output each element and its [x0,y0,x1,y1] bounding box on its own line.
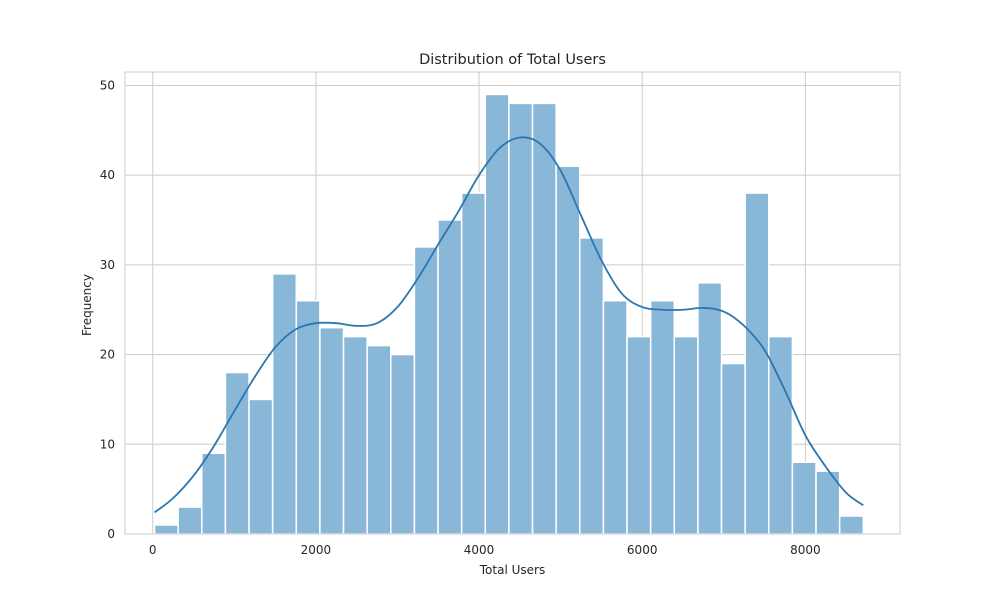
x-tick-label: 6000 [627,543,658,557]
y-tick-label: 20 [100,348,115,362]
histogram-bar [838,515,865,535]
histogram-bar [366,344,392,535]
histogram-bar [508,102,534,535]
histogram-bar [342,335,368,535]
plot-frame [124,71,901,535]
histogram-bar [224,371,250,535]
y-axis-label: Frequency [80,274,94,336]
histogram-bar [673,335,699,535]
y-tick-label: 50 [100,78,115,92]
histogram-bar [720,362,746,535]
histogram-bar [697,282,723,535]
histogram-bar [531,102,557,535]
x-tick-label: 8000 [790,543,821,557]
histogram-bar [437,219,463,535]
histogram-bar [579,237,605,535]
histogram-bar [177,506,203,535]
histogram-bar [319,326,345,535]
histogram-bar [248,398,274,535]
histogram-bar [791,461,817,535]
histogram-bar [201,452,227,535]
histogram-bar [649,300,676,535]
histogram-bar [555,165,581,535]
histogram-bars [153,93,865,535]
y-axis-ticks: 0 10 20 30 40 50 [100,78,115,541]
histogram-bar [153,524,179,535]
histogram-bar [390,353,416,535]
chart-title: Distribution of Total Users [419,52,606,68]
x-tick-label: 2000 [301,543,332,557]
histogram-bar [602,300,628,535]
histogram-bar [271,273,298,535]
kde-curve-layer [153,136,864,514]
kde-curve [153,136,864,514]
histogram-bar [460,192,487,535]
histogram-bar [744,192,770,535]
x-axis-ticks: 0 2000 4000 6000 8000 [149,543,821,557]
x-axis-label: Total Users [479,563,545,577]
histogram-bar [626,335,652,535]
y-tick-label: 30 [100,258,115,272]
y-tick-label: 10 [100,437,115,451]
y-tick-label: 40 [100,168,115,182]
histogram-bar [413,246,439,535]
histogram-bar [768,335,794,535]
y-tick-label: 0 [107,527,115,541]
x-tick-label: 4000 [464,543,495,557]
histogram-bar [295,300,321,535]
x-tick-label: 0 [149,543,157,557]
